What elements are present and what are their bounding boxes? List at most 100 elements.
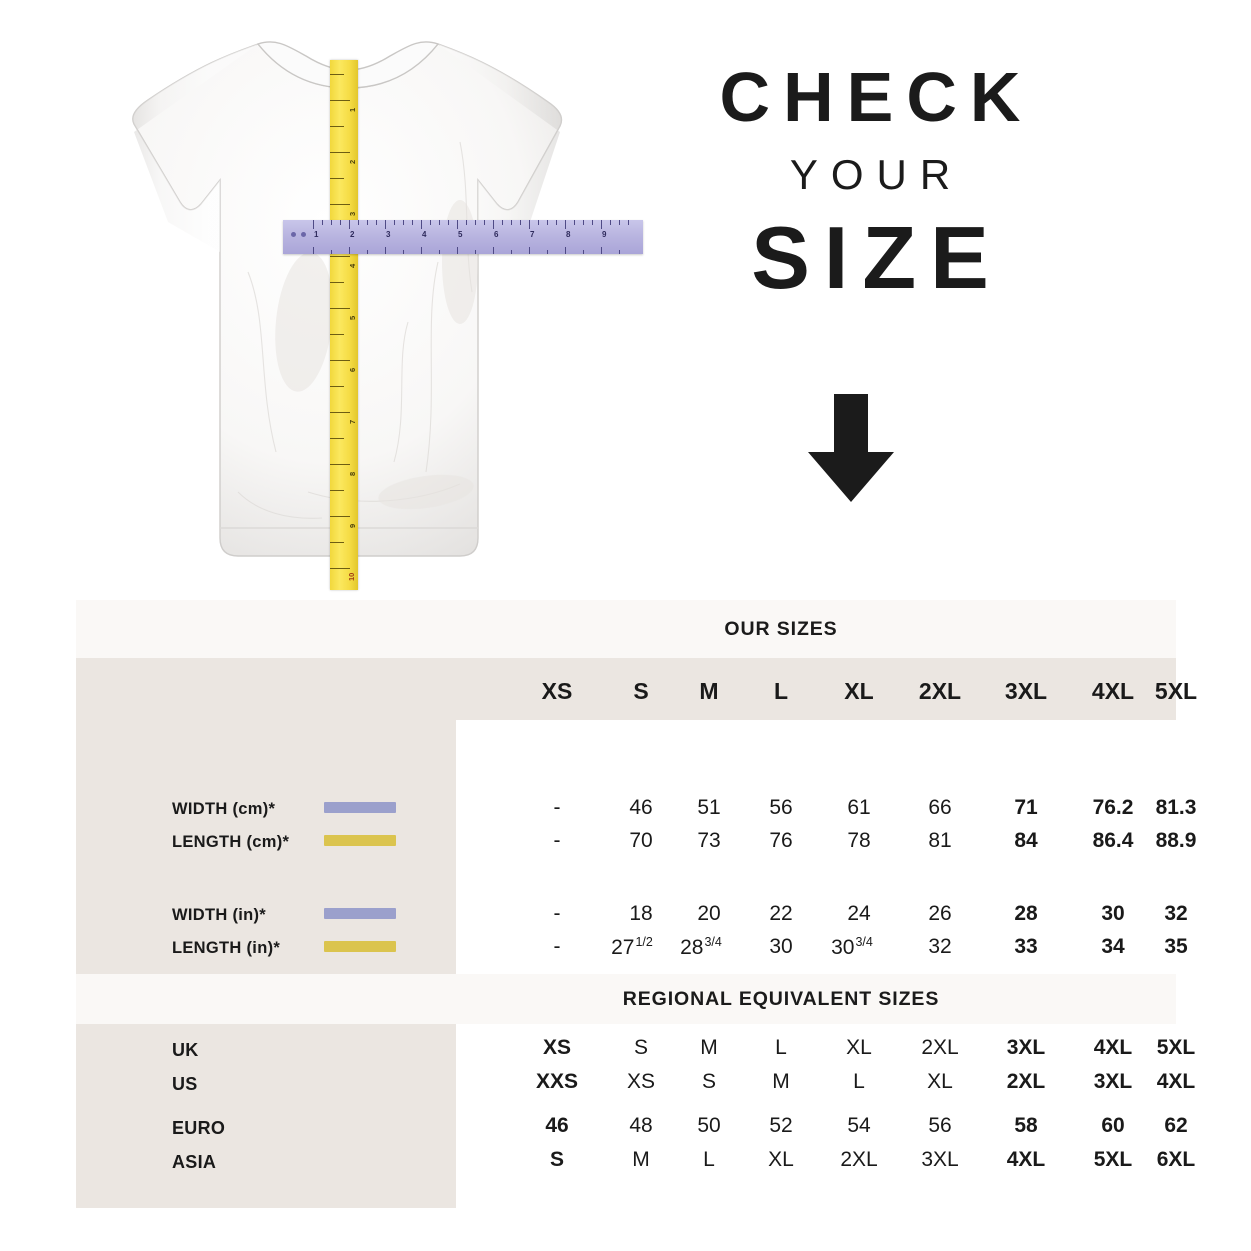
width-cm-swatch xyxy=(324,802,396,813)
regional-sizes-section: UK XS S M L XL 2XL 3XL 4XL 5XL US XXS XS… xyxy=(76,1024,1195,1208)
cell-asia-5: 2XL xyxy=(840,1148,878,1171)
cell-length-in-l: 30 xyxy=(769,935,793,958)
regional-data-panel xyxy=(456,1024,1176,1208)
cell-length-in-4xl: 34 xyxy=(1101,935,1125,958)
cell-asia-1: S xyxy=(549,1148,564,1171)
cell-asia-2: M xyxy=(632,1148,650,1171)
cell-length-cm-m: 73 xyxy=(697,829,721,852)
cell-euro-4: 52 xyxy=(769,1114,793,1137)
cell-asia-6: 3XL xyxy=(921,1148,959,1171)
vertical-tape-measure: 1 2 3 4 5 6 7 8 9 10 xyxy=(330,60,358,590)
row-label-width-cm: WIDTH (cm)* xyxy=(172,800,276,818)
col-header-3xl: 3XL xyxy=(1004,678,1048,704)
cell-length-cm-xl: 78 xyxy=(847,829,871,852)
cell-length-cm-l: 76 xyxy=(769,829,793,852)
our-sizes-inches-panel xyxy=(456,888,1176,974)
cell-width-in-3xl: 28 xyxy=(1014,902,1038,925)
down-arrow-icon xyxy=(806,394,896,504)
cell-euro-9: 62 xyxy=(1164,1114,1188,1137)
cell-uk-7: 3XL xyxy=(1006,1036,1046,1059)
cell-uk-2: S xyxy=(633,1036,648,1059)
headline-line-size: SIZE xyxy=(751,208,1003,307)
cell-us-2: XS xyxy=(626,1070,655,1093)
cell-width-cm-l: 56 xyxy=(769,796,793,819)
tshirt-illustration: 1 2 3 4 5 6 7 8 9 10 xyxy=(108,22,643,590)
cell-uk-5: XL xyxy=(846,1036,872,1059)
cell-length-cm-2xl: 81 xyxy=(928,829,952,852)
cell-length-cm-s: 70 xyxy=(629,829,653,852)
col-header-s: S xyxy=(633,678,649,704)
cell-length-in-xs: - xyxy=(553,935,561,958)
cell-width-cm-5xl: 81.3 xyxy=(1155,796,1197,819)
hero-headline: CHECK YOUR SIZE xyxy=(620,62,1120,302)
col-header-m: M xyxy=(699,678,719,704)
cell-us-8: 3XL xyxy=(1093,1070,1133,1093)
our-sizes-section: XS S M L XL 2XL 3XL 4XL 5XL WIDTH (cm)* … xyxy=(76,658,1197,888)
headline-line-check: CHECK xyxy=(719,58,1034,136)
row-label-uk: UK xyxy=(172,1040,199,1060)
row-label-us: US xyxy=(172,1074,198,1094)
cell-us-5: L xyxy=(853,1070,865,1093)
cell-uk-4: L xyxy=(775,1036,787,1059)
regional-sizes-title: REGIONAL EQUIVALENT SIZES xyxy=(622,987,940,1010)
row-label-length-cm: LENGTH (cm)* xyxy=(172,833,290,851)
col-header-2xl: 2XL xyxy=(918,678,962,704)
cell-width-in-xs: - xyxy=(553,902,561,925)
cell-us-9: 4XL xyxy=(1156,1070,1196,1093)
cell-width-cm-m: 51 xyxy=(697,796,721,819)
cell-width-in-s: 18 xyxy=(629,902,653,925)
our-sizes-title: OUR SIZES xyxy=(724,617,838,640)
headline-line-your: YOUR xyxy=(789,151,964,198)
cell-asia-7: 4XL xyxy=(1006,1148,1046,1171)
cell-us-7: 2XL xyxy=(1006,1070,1046,1093)
cell-width-cm-2xl: 66 xyxy=(928,796,952,819)
cell-width-cm-xl: 61 xyxy=(847,796,871,819)
col-header-4xl: 4XL xyxy=(1091,678,1135,704)
our-sizes-data-panel xyxy=(456,720,1176,888)
cell-length-in-5xl: 35 xyxy=(1164,935,1188,958)
our-sizes-header-strip: OUR SIZES xyxy=(76,600,1176,658)
cell-width-in-2xl: 26 xyxy=(928,902,952,925)
cell-asia-9: 6XL xyxy=(1156,1148,1196,1171)
cell-uk-3: M xyxy=(700,1036,718,1059)
our-sizes-inches-section: WIDTH (in)* - 18 20 22 24 26 28 30 32 LE… xyxy=(76,888,1188,974)
hero-section: 1 2 3 4 5 6 7 8 9 10 xyxy=(0,0,1251,600)
col-header-5xl: 5XL xyxy=(1154,678,1198,704)
cell-us-6: XL xyxy=(927,1070,953,1093)
cell-us-1: XXS xyxy=(535,1070,579,1093)
cell-width-in-m: 20 xyxy=(697,902,721,925)
cell-uk-9: 5XL xyxy=(1156,1036,1196,1059)
cell-width-cm-4xl: 76.2 xyxy=(1092,796,1134,819)
cell-asia-4: XL xyxy=(768,1148,794,1171)
col-header-l: L xyxy=(773,678,789,704)
horizontal-tape-measure: 1 2 3 4 5 6 7 8 9 xyxy=(283,220,643,254)
cell-euro-6: 56 xyxy=(928,1114,952,1137)
cell-width-cm-xs: - xyxy=(553,796,561,819)
cell-euro-3: 50 xyxy=(697,1114,721,1137)
length-cm-swatch xyxy=(324,835,396,846)
cell-us-4: M xyxy=(772,1070,790,1093)
cell-length-cm-3xl: 84 xyxy=(1014,829,1038,852)
cell-length-cm-4xl: 86.4 xyxy=(1092,829,1134,852)
col-header-xs: XS xyxy=(541,678,573,704)
cell-length-in-s: 271/2 xyxy=(611,935,653,959)
cell-width-in-5xl: 32 xyxy=(1164,902,1188,925)
row-label-length-in: LENGTH (in)* xyxy=(172,939,281,957)
cell-us-3: S xyxy=(701,1070,716,1093)
row-label-asia: ASIA xyxy=(172,1152,217,1172)
cell-width-in-4xl: 30 xyxy=(1101,902,1125,925)
row-label-width-in: WIDTH (in)* xyxy=(172,906,267,924)
row-label-euro: EURO xyxy=(172,1118,226,1138)
cell-length-in-xl: 303/4 xyxy=(831,935,873,959)
cell-asia-8: 5XL xyxy=(1093,1148,1133,1171)
cell-length-cm-5xl: 88.9 xyxy=(1155,829,1197,852)
cell-width-cm-s: 46 xyxy=(629,796,653,819)
cell-uk-8: 4XL xyxy=(1093,1036,1133,1059)
cell-euro-8: 60 xyxy=(1101,1114,1125,1137)
cell-uk-1: XS xyxy=(542,1036,571,1059)
regional-header-strip: REGIONAL EQUIVALENT SIZES xyxy=(76,974,1176,1024)
cell-length-in-2xl: 32 xyxy=(928,935,952,958)
cell-width-in-xl: 24 xyxy=(847,902,871,925)
cell-width-in-l: 22 xyxy=(769,902,793,925)
cell-uk-6: 2XL xyxy=(921,1036,959,1059)
